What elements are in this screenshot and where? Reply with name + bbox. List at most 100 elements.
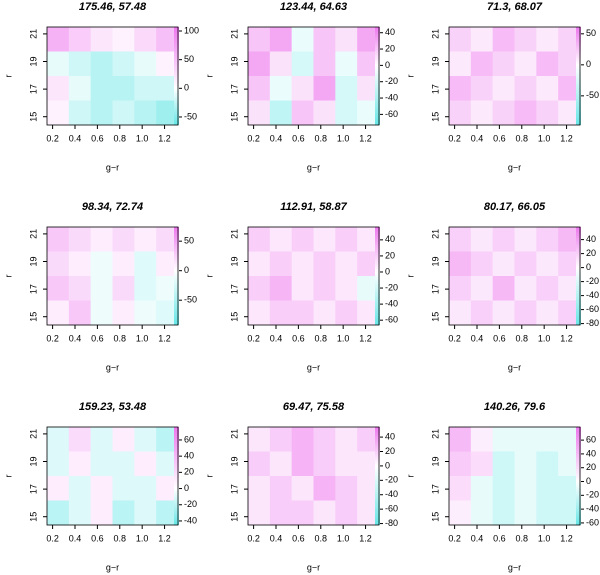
x-tick-label: 1.2: [560, 533, 573, 543]
heat-cell: [335, 251, 358, 277]
colorbar: [375, 27, 380, 125]
heat-cell: [47, 227, 70, 252]
heat-cell: [134, 300, 157, 326]
colorbar-tick-label: 20: [385, 446, 395, 456]
colorbar-tick-label: 0: [586, 59, 591, 69]
y-tick-label: 21: [28, 229, 38, 239]
colorbar-tick-label: -60: [586, 304, 599, 314]
heat-cell: [536, 451, 559, 477]
heat-cell: [47, 476, 70, 501]
y-tick-label: 17: [229, 484, 239, 494]
heat-cell: [248, 451, 271, 477]
heat-cell: [492, 76, 515, 101]
heat-cell: [449, 427, 472, 452]
plot-frame: [46, 26, 179, 126]
heat-cell: [558, 300, 581, 326]
heat-cell: [558, 27, 581, 52]
x-tick-label: 0.6: [292, 333, 305, 343]
heat-cell: [291, 500, 314, 526]
colorbar-tick-label: -20: [586, 276, 599, 286]
colorbar-tick-label: -40: [385, 489, 398, 499]
heat-cell: [47, 76, 70, 101]
heat-cell: [492, 427, 515, 452]
heat-cell: [449, 451, 472, 477]
heat-cell: [68, 476, 91, 501]
x-tick-label: 1.2: [359, 133, 372, 143]
heat-cell: [291, 300, 314, 326]
heat-cell: [291, 427, 314, 452]
colorbar-tick-label: -20: [385, 282, 398, 292]
heat-cell: [449, 276, 472, 301]
colorbar-tick-label: 0: [385, 460, 390, 470]
y-tick-label: 19: [229, 256, 239, 266]
x-tick-label: 0.8: [315, 533, 328, 543]
heat-cell: [536, 27, 559, 52]
colorbar-tick-label: 40: [385, 431, 395, 441]
heat-cell: [269, 300, 292, 326]
heat-cell: [90, 427, 113, 452]
x-tick-label: 0.8: [114, 533, 127, 543]
heat-cell: [248, 276, 271, 301]
colorbar-tick-label: 50: [184, 54, 194, 64]
heat-cell: [269, 27, 292, 52]
heat-cell: [514, 476, 537, 501]
x-tick-label: 1.2: [359, 333, 372, 343]
x-tick-label: 1.0: [337, 533, 350, 543]
x-tick-label: 1.2: [158, 333, 171, 343]
heat-cell: [449, 500, 472, 526]
colorbar-tick-label: 20: [385, 250, 395, 260]
colorbar-tick-label: -60: [385, 315, 398, 325]
x-tick-label: 1.2: [560, 333, 573, 343]
heat-cell: [492, 500, 515, 526]
y-axis-label: r: [3, 475, 13, 478]
heat-cell: [335, 227, 358, 252]
heat-cell: [492, 476, 515, 501]
heat-cell: [335, 300, 358, 326]
plot-frame: [448, 426, 581, 526]
heat-cell: [492, 100, 515, 126]
y-axis-label: r: [405, 75, 415, 78]
heat-cell: [470, 51, 493, 77]
heat-cell: [558, 227, 581, 252]
colorbar-tick-label: 40: [184, 451, 194, 461]
x-tick-label: 0.6: [292, 533, 305, 543]
y-tick-label: 21: [229, 229, 239, 239]
heat-cell: [47, 427, 70, 452]
y-tick-label: 19: [229, 56, 239, 66]
heat-cell: [112, 251, 135, 277]
heat-cell: [90, 251, 113, 277]
heat-cell: [536, 276, 559, 301]
y-tick-label: 15: [28, 112, 38, 122]
heat-cell: [558, 276, 581, 301]
heat-cell: [558, 100, 581, 126]
heat-cell: [313, 251, 336, 277]
heat-cell: [470, 451, 493, 477]
colorbar-tick-label: 0: [385, 266, 390, 276]
heat-cell: [156, 451, 179, 477]
x-tick-label: 1.2: [560, 133, 573, 143]
plot-frame: [247, 226, 380, 326]
heat-cell: [248, 227, 271, 252]
heat-cell: [291, 76, 314, 101]
x-tick-label: 0.8: [114, 333, 127, 343]
x-tick-label: 1.0: [538, 533, 551, 543]
colorbar-tick-label: 60: [586, 434, 596, 444]
colorbar-tick-label: -60: [586, 517, 599, 527]
heat-cell: [449, 476, 472, 501]
x-tick-label: 0.8: [315, 333, 328, 343]
x-tick-label: 0.2: [247, 333, 260, 343]
heat-cell: [269, 76, 292, 101]
heat-cell: [90, 100, 113, 126]
colorbar: [375, 427, 380, 525]
heat-cell: [313, 76, 336, 101]
heat-cell: [90, 51, 113, 77]
heat-cell: [514, 300, 537, 326]
heat-cell: [47, 27, 70, 52]
heat-cell: [156, 27, 179, 52]
heat-cell: [558, 251, 581, 277]
heat-cell: [514, 100, 537, 126]
y-tick-label: 15: [28, 312, 38, 322]
x-tick-label: 1.0: [337, 333, 350, 343]
heat-cell: [492, 27, 515, 52]
heat-cell: [470, 500, 493, 526]
